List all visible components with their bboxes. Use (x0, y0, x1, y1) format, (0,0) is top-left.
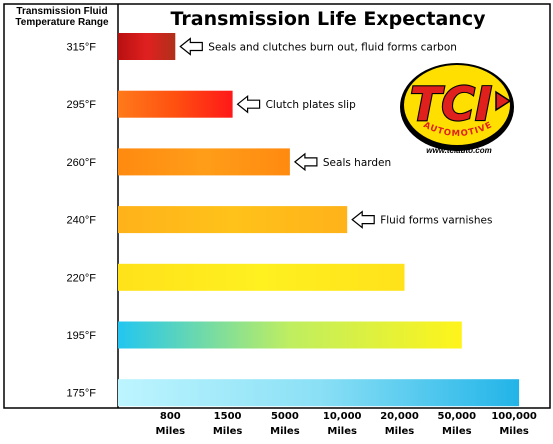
chart-title: Transmission Life Expectancy (171, 8, 487, 30)
x-tick-value: 10,000 (323, 411, 362, 422)
annotation-text: Seals and clutches burn out, fluid forms… (208, 42, 457, 54)
x-tick-unit: Miles (442, 426, 472, 437)
x-tick-unit: Miles (385, 426, 415, 437)
x-tick-value: 5000 (271, 411, 299, 422)
x-tick-unit: Miles (156, 426, 186, 437)
arrow-left-icon (236, 94, 261, 114)
bar-series (118, 33, 520, 407)
category-labels: 315°F 295°F 260°F 240°F 220°F 195°F 175°F (67, 42, 97, 400)
x-tick-unit: Miles (213, 426, 243, 437)
category-label: 240°F (67, 215, 97, 227)
y-axis-title-line-1: Transmission Fluid (16, 6, 107, 17)
x-tick-value: 1500 (214, 411, 242, 422)
x-tick-value: 100,000 (491, 411, 537, 422)
bar (118, 206, 348, 234)
logo-arrow-icon (495, 90, 512, 112)
category-label: 295°F (67, 99, 97, 111)
bar (118, 263, 405, 291)
chart-frame (3, 3, 551, 409)
y-axis-title-line-2: Temperature Range (15, 17, 109, 28)
bar (118, 321, 462, 349)
annotation-text: Seals harden (323, 157, 391, 169)
x-tick-unit: Miles (327, 426, 357, 437)
logo-inner-ellipse (404, 65, 510, 145)
category-label: 195°F (67, 330, 97, 342)
annotations: Seals and clutches burn out, fluid forms… (179, 37, 492, 229)
arrow-left-icon (351, 210, 375, 229)
x-tick-labels: 800 Miles 1500 Miles 5000 Miles 10,000 Miles 20,… (156, 411, 537, 437)
arrow-left-icon (179, 37, 203, 56)
category-label: 315°F (67, 42, 97, 54)
logo-url: www.tciauto.com (426, 146, 492, 155)
bar (118, 379, 520, 407)
bar (118, 33, 176, 60)
logo-text: TCI (410, 77, 492, 131)
tci-logo: TCI AUTOMOTIVE www.tciauto.com (400, 63, 514, 155)
x-tick-unit: Miles (499, 426, 529, 437)
annotation-text: Fluid forms varnishes (380, 215, 492, 227)
x-tick-value: 800 (160, 411, 181, 422)
x-tick-unit: Miles (270, 426, 300, 437)
x-tick-value: 50,000 (438, 411, 477, 422)
category-label: 260°F (67, 157, 97, 169)
x-tick-value: 20,000 (380, 411, 419, 422)
category-label: 175°F (67, 388, 97, 400)
bar (118, 148, 290, 176)
annotation-text: Clutch plates slip (266, 99, 356, 111)
category-label: 220°F (67, 272, 97, 284)
bar (118, 90, 233, 118)
arrow-left-icon (293, 152, 318, 172)
